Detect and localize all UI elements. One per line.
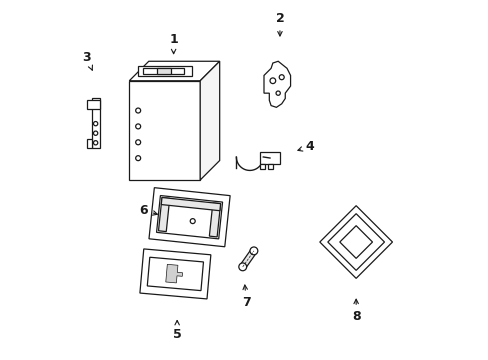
Circle shape	[135, 156, 141, 161]
Polygon shape	[240, 249, 256, 269]
Text: 2: 2	[275, 12, 284, 36]
Polygon shape	[165, 264, 182, 283]
Bar	[260, 164, 264, 169]
Polygon shape	[319, 206, 392, 278]
Polygon shape	[209, 203, 220, 237]
Text: 6: 6	[139, 204, 157, 217]
Circle shape	[93, 141, 98, 145]
Circle shape	[135, 108, 141, 113]
Polygon shape	[161, 198, 220, 211]
Polygon shape	[339, 226, 372, 258]
Polygon shape	[264, 61, 290, 107]
Polygon shape	[140, 249, 210, 299]
Circle shape	[238, 263, 246, 271]
Text: 3: 3	[82, 51, 92, 70]
Polygon shape	[158, 198, 169, 231]
Polygon shape	[157, 68, 171, 74]
Polygon shape	[142, 68, 183, 74]
Text: 7: 7	[242, 285, 250, 309]
Bar	[129, 81, 200, 180]
Circle shape	[276, 91, 280, 95]
Text: 1: 1	[169, 33, 178, 54]
Text: 4: 4	[297, 140, 314, 153]
Polygon shape	[327, 214, 384, 270]
Circle shape	[135, 140, 141, 145]
Circle shape	[279, 75, 284, 80]
Circle shape	[269, 78, 275, 84]
Circle shape	[249, 247, 257, 255]
Bar	[268, 164, 272, 169]
Bar	[260, 152, 279, 164]
Polygon shape	[129, 61, 219, 81]
Polygon shape	[137, 66, 192, 76]
Circle shape	[93, 122, 98, 126]
Polygon shape	[200, 61, 219, 180]
Circle shape	[190, 219, 195, 224]
Text: 8: 8	[351, 299, 360, 323]
Polygon shape	[147, 257, 203, 291]
Bar	[86, 100, 100, 109]
Bar	[86, 139, 92, 148]
Circle shape	[135, 124, 141, 129]
Circle shape	[93, 131, 98, 135]
Polygon shape	[156, 195, 222, 239]
Bar	[92, 99, 100, 148]
Polygon shape	[149, 188, 230, 247]
Text: 5: 5	[172, 320, 181, 341]
